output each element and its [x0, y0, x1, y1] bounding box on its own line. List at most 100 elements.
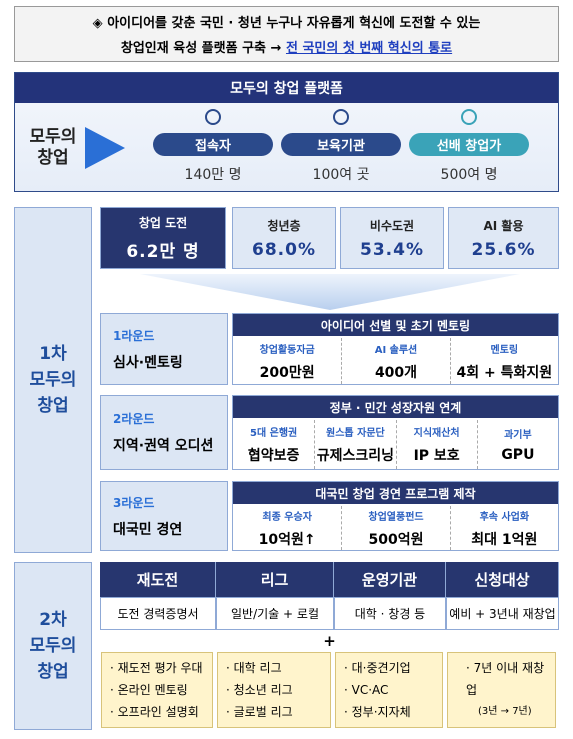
- intro-line2-wrap: 창업인재 육성 플랫폼 구축 → 전 국민의 첫 번째 혁신의 통로: [121, 37, 452, 56]
- stat-label: AI 활용: [483, 218, 524, 233]
- item-label: 과기부: [504, 430, 532, 441]
- stat-value: 68.0%: [252, 239, 316, 260]
- table-cell: 일반/기술 + 로컬: [216, 597, 334, 630]
- round-name: 심사·멘토링: [113, 354, 183, 371]
- item-value: 500억원: [368, 531, 424, 548]
- round-item: AI 솔루션 400개: [341, 338, 449, 384]
- detail-note: (3년 → 7년): [478, 706, 532, 717]
- item-value: 협약보증: [247, 448, 300, 464]
- round-item: 원스톱 자문단 규제스크리닝: [314, 420, 395, 469]
- item-value: 200만원: [259, 364, 315, 381]
- platform-value: 100여 곳: [312, 167, 370, 183]
- item-label: 최종 우승자: [262, 511, 312, 523]
- round-content: 정부 · 민간 성장자원 연계 5대 은행권 협약보증 원스톱 자문단 규제스크리닝 지식…: [232, 395, 559, 470]
- stat-value: 6.2만 명: [126, 242, 200, 262]
- item-value: 10억원↑: [258, 531, 316, 548]
- platform-pill: 보육기관: [281, 133, 401, 156]
- phase-label-text: 모두의: [29, 370, 77, 390]
- stat-box: 비수도권 53.4%: [340, 207, 444, 269]
- intro-highlight: 전 국민의 첫 번째 혁신의 통로: [285, 41, 453, 56]
- phase-label-text: 모두의: [29, 636, 77, 656]
- round-title: 대국민 창업 경연 프로그램 제작: [233, 482, 558, 504]
- table-header: 운영기관: [334, 562, 446, 597]
- phase-label-text: 창업: [37, 396, 69, 416]
- table-header: 재도전: [100, 562, 216, 597]
- intro-box: ◈ 아이디어를 갖춘 국민 · 청년 누구나 자유롭게 혁신에 도전할 수 있는…: [14, 6, 559, 62]
- flow-arrow: [140, 274, 520, 310]
- detail-item: · 온라인 멘토링: [110, 683, 188, 697]
- platform-title: 모두의 창업 플랫폼: [15, 73, 558, 103]
- item-label: 후속 사업화: [479, 511, 530, 523]
- phase-label-text: 2차: [39, 610, 67, 630]
- platform-value: 500여 명: [440, 167, 498, 183]
- icon: [205, 109, 221, 125]
- item-value: 최대 1억원: [471, 531, 538, 548]
- icon: [333, 109, 349, 125]
- item-label: 창업활동자금: [259, 344, 315, 356]
- logo-text: 모두의: [29, 127, 77, 147]
- detail-item: · 정부·지자체: [344, 705, 411, 719]
- arrow-shape: [140, 274, 520, 310]
- stat-value: 25.6%: [471, 239, 536, 260]
- round-number: 3라운드: [113, 495, 155, 510]
- round-item: 창업열풍펀드 500억원: [341, 506, 449, 550]
- intro-line2: 창업인재 육성 플랫폼 구축 →: [120, 41, 282, 56]
- intro-line1: ◈ 아이디어를 갖춘 국민 · 청년 누구나 자유롭게 혁신에 도전할 수 있는: [92, 16, 481, 31]
- table-cell: 대학 · 창경 등: [334, 597, 446, 630]
- round-item: 과기부 GPU: [476, 420, 558, 469]
- round-number: 1라운드: [113, 328, 155, 343]
- logo-text: 창업: [37, 148, 69, 168]
- stat-box: 창업 도전 6.2만 명: [100, 207, 226, 269]
- table-header: 신청대상: [446, 562, 559, 597]
- detail-item: · 대학 리그: [226, 661, 282, 675]
- detail-item: · 글로벌 리그: [226, 705, 293, 719]
- item-value: GPU: [501, 447, 535, 463]
- item-label: 5대 은행권: [250, 428, 298, 439]
- item-label: 창업열풍펀드: [368, 511, 424, 523]
- platform-pill: 선배 창업가: [409, 133, 529, 156]
- round-number: 2라운드: [113, 412, 155, 426]
- plus-sign: +: [323, 632, 336, 650]
- detail-item: · 재도전 평가 우대: [110, 661, 203, 675]
- round-title: 아이디어 선별 및 초기 멘토링: [233, 314, 558, 336]
- stat-box: 청년층 68.0%: [232, 207, 336, 269]
- stat-label: 청년층: [267, 218, 301, 233]
- round-name: 지역·권역 오디션: [113, 438, 214, 454]
- detail-item: · 오프라인 설명회: [110, 705, 199, 719]
- round-item: 최종 우승자 10억원↑: [233, 506, 341, 550]
- phase-label-text: 창업: [37, 662, 69, 682]
- detail-box: · 7년 이내 재창업 (3년 → 7년): [447, 652, 556, 728]
- item-label: 멘토링: [490, 344, 519, 356]
- detail-box: · 대·중견기업 · VC·AC · 정부·지자체: [335, 652, 443, 728]
- round-item: 창업활동자금 200만원: [233, 338, 341, 384]
- phase-label-text: 1차: [39, 344, 67, 364]
- detail-item: · 대·중견기업: [344, 661, 411, 675]
- platform-logo: 모두의 창업: [23, 125, 83, 171]
- round-item: 멘토링 4회 + 특화지원: [449, 338, 558, 384]
- round-item: 지식재산처 IP 보호: [395, 420, 477, 469]
- detail-item: · 청소년 리그: [226, 683, 293, 697]
- stat-box: AI 활용 25.6%: [448, 207, 559, 269]
- round-title: 정부 · 민간 성장자원 연계: [233, 396, 558, 418]
- stat-label: 비수도권: [369, 218, 415, 233]
- stat-label: 창업 도전: [138, 216, 188, 230]
- detail-box: · 재도전 평가 우대 · 온라인 멘토링 · 오프라인 설명회: [101, 652, 213, 728]
- detail-box: · 대학 리그 · 청소년 리그 · 글로벌 리그: [217, 652, 331, 728]
- item-value: 규제스크리닝: [316, 448, 395, 464]
- table-header: 리그: [216, 562, 334, 597]
- item-label: 지식재산처: [413, 428, 460, 439]
- detail-item: · VC·AC: [344, 683, 389, 697]
- item-label: AI 솔루션: [374, 344, 418, 356]
- round-name: 대국민 경연: [113, 521, 183, 538]
- logo-triangle: [85, 127, 125, 169]
- platform-pill: 접속자: [153, 133, 273, 156]
- item-value: 400개: [374, 364, 418, 381]
